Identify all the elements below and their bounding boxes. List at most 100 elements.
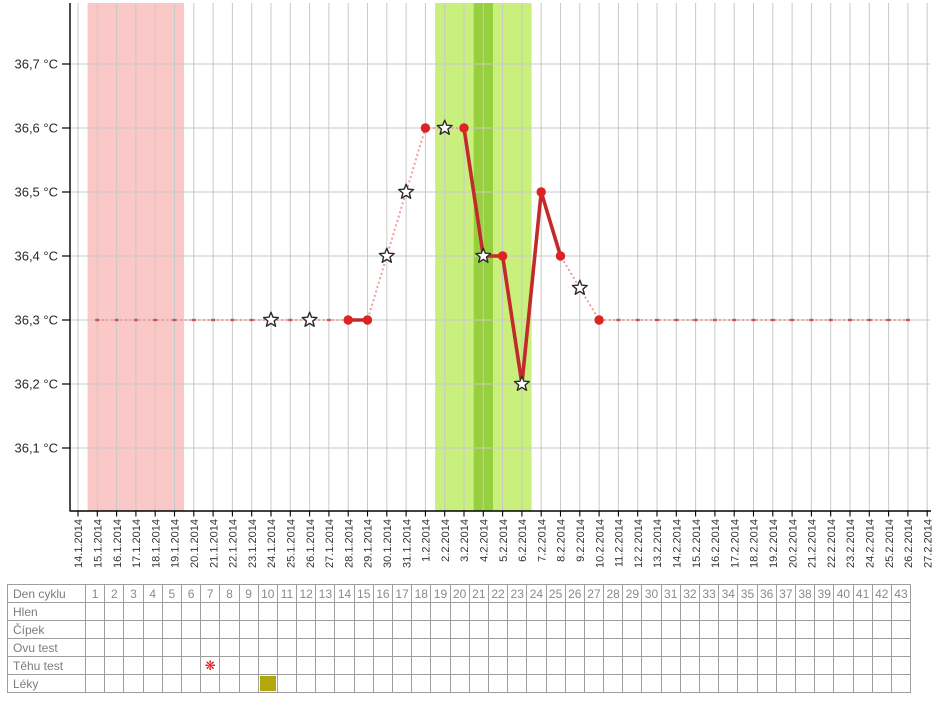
entry-cell[interactable] (84, 620, 106, 639)
entry-cell[interactable] (411, 620, 432, 639)
entry-cell[interactable] (142, 602, 163, 621)
entry-cell[interactable] (200, 638, 221, 657)
entry-cell[interactable] (814, 620, 835, 639)
entry-cell[interactable] (890, 674, 912, 693)
entry-cell[interactable] (794, 602, 816, 621)
entry-cell[interactable] (200, 602, 221, 621)
entry-cell[interactable]: ❋ (200, 656, 221, 675)
entry-cell[interactable] (814, 656, 835, 675)
entry-cell[interactable] (545, 620, 566, 639)
entry-cell[interactable] (411, 602, 432, 621)
entry-cell[interactable] (698, 620, 720, 639)
entry-cell[interactable] (276, 620, 298, 639)
entry-cell[interactable] (756, 674, 777, 693)
entry-cell[interactable] (430, 674, 451, 693)
entry-cell[interactable] (545, 638, 566, 657)
entry-cell[interactable] (718, 656, 739, 675)
temp-point-star-day20[interactable] (436, 119, 453, 135)
temp-point-star-day27[interactable] (571, 279, 588, 295)
entry-cell[interactable] (564, 602, 585, 621)
entry-cell[interactable] (372, 620, 394, 639)
entry-cell[interactable] (84, 602, 106, 621)
entry-cell[interactable] (219, 656, 240, 675)
entry-cell[interactable] (123, 602, 144, 621)
entry-cell[interactable] (353, 602, 374, 621)
entry-cell[interactable] (833, 674, 854, 693)
entry-cell[interactable] (622, 602, 643, 621)
entry-cell[interactable] (814, 674, 835, 693)
entry-cell[interactable] (583, 602, 605, 621)
entry-cell[interactable] (660, 602, 681, 621)
entry-cell[interactable] (756, 620, 777, 639)
entry-cell[interactable] (391, 656, 413, 675)
entry-cell[interactable] (161, 602, 182, 621)
entry-cell[interactable] (507, 602, 528, 621)
entry-cell[interactable] (756, 602, 777, 621)
temp-point-dot-day21[interactable] (459, 123, 469, 133)
entry-cell[interactable] (545, 674, 566, 693)
entry-cell[interactable] (852, 656, 873, 675)
temp-point-dot-day19[interactable] (420, 123, 431, 133)
entry-cell[interactable] (775, 602, 796, 621)
entry-cell[interactable] (449, 674, 470, 693)
entry-cell[interactable] (526, 674, 547, 693)
entry-cell[interactable] (161, 656, 182, 675)
temp-point-dot-day16[interactable] (362, 315, 373, 325)
entry-cell[interactable] (487, 674, 509, 693)
entry-cell[interactable] (411, 674, 432, 693)
entry-cell[interactable] (257, 602, 278, 621)
entry-cell[interactable] (180, 638, 202, 657)
entry-cell[interactable] (852, 674, 873, 693)
entry-cell[interactable] (468, 656, 489, 675)
entry-cell[interactable] (353, 674, 374, 693)
entry-cell[interactable] (104, 674, 125, 693)
entry-cell[interactable] (468, 638, 489, 657)
entry-cell[interactable] (794, 656, 816, 675)
entry-cell[interactable] (679, 620, 701, 639)
entry-cell[interactable] (871, 638, 892, 657)
entry-cell[interactable] (487, 656, 509, 675)
entry-cell[interactable] (641, 638, 662, 657)
medication-square-icon[interactable] (259, 676, 276, 692)
entry-cell[interactable] (142, 674, 163, 693)
entry-cell[interactable] (430, 602, 451, 621)
entry-cell[interactable] (622, 674, 643, 693)
entry-cell[interactable] (564, 674, 585, 693)
entry-cell[interactable] (833, 656, 854, 675)
entry-cell[interactable] (698, 656, 720, 675)
entry-cell[interactable] (334, 656, 355, 675)
entry-cell[interactable] (411, 638, 432, 657)
entry-cell[interactable] (833, 638, 854, 657)
entry-cell[interactable] (526, 620, 547, 639)
entry-cell[interactable] (142, 620, 163, 639)
entry-cell[interactable] (430, 638, 451, 657)
entry-cell[interactable] (315, 638, 336, 657)
entry-cell[interactable] (890, 602, 912, 621)
entry-cell[interactable] (123, 620, 144, 639)
temp-point-dot-day15[interactable] (343, 315, 353, 325)
entry-cell[interactable] (487, 638, 509, 657)
entry-cell[interactable] (583, 620, 605, 639)
entry-cell[interactable] (449, 638, 470, 657)
entry-cell[interactable] (641, 620, 662, 639)
temp-point-star-day18[interactable] (398, 183, 415, 199)
entry-cell[interactable] (257, 674, 278, 693)
entry-cell[interactable] (391, 620, 413, 639)
entry-cell[interactable] (890, 656, 912, 675)
entry-cell[interactable] (391, 674, 413, 693)
entry-cell[interactable] (353, 620, 374, 639)
entry-cell[interactable] (679, 602, 701, 621)
entry-cell[interactable] (775, 638, 796, 657)
entry-cell[interactable] (104, 638, 125, 657)
entry-cell[interactable] (660, 656, 681, 675)
entry-cell[interactable] (852, 620, 873, 639)
entry-cell[interactable] (296, 620, 317, 639)
entry-cell[interactable] (507, 620, 528, 639)
entry-cell[interactable] (718, 620, 739, 639)
entry-cell[interactable] (334, 602, 355, 621)
entry-cell[interactable] (660, 620, 681, 639)
entry-cell[interactable] (104, 620, 125, 639)
entry-cell[interactable] (603, 602, 624, 621)
entry-cell[interactable] (468, 602, 489, 621)
entry-cell[interactable] (238, 620, 259, 639)
